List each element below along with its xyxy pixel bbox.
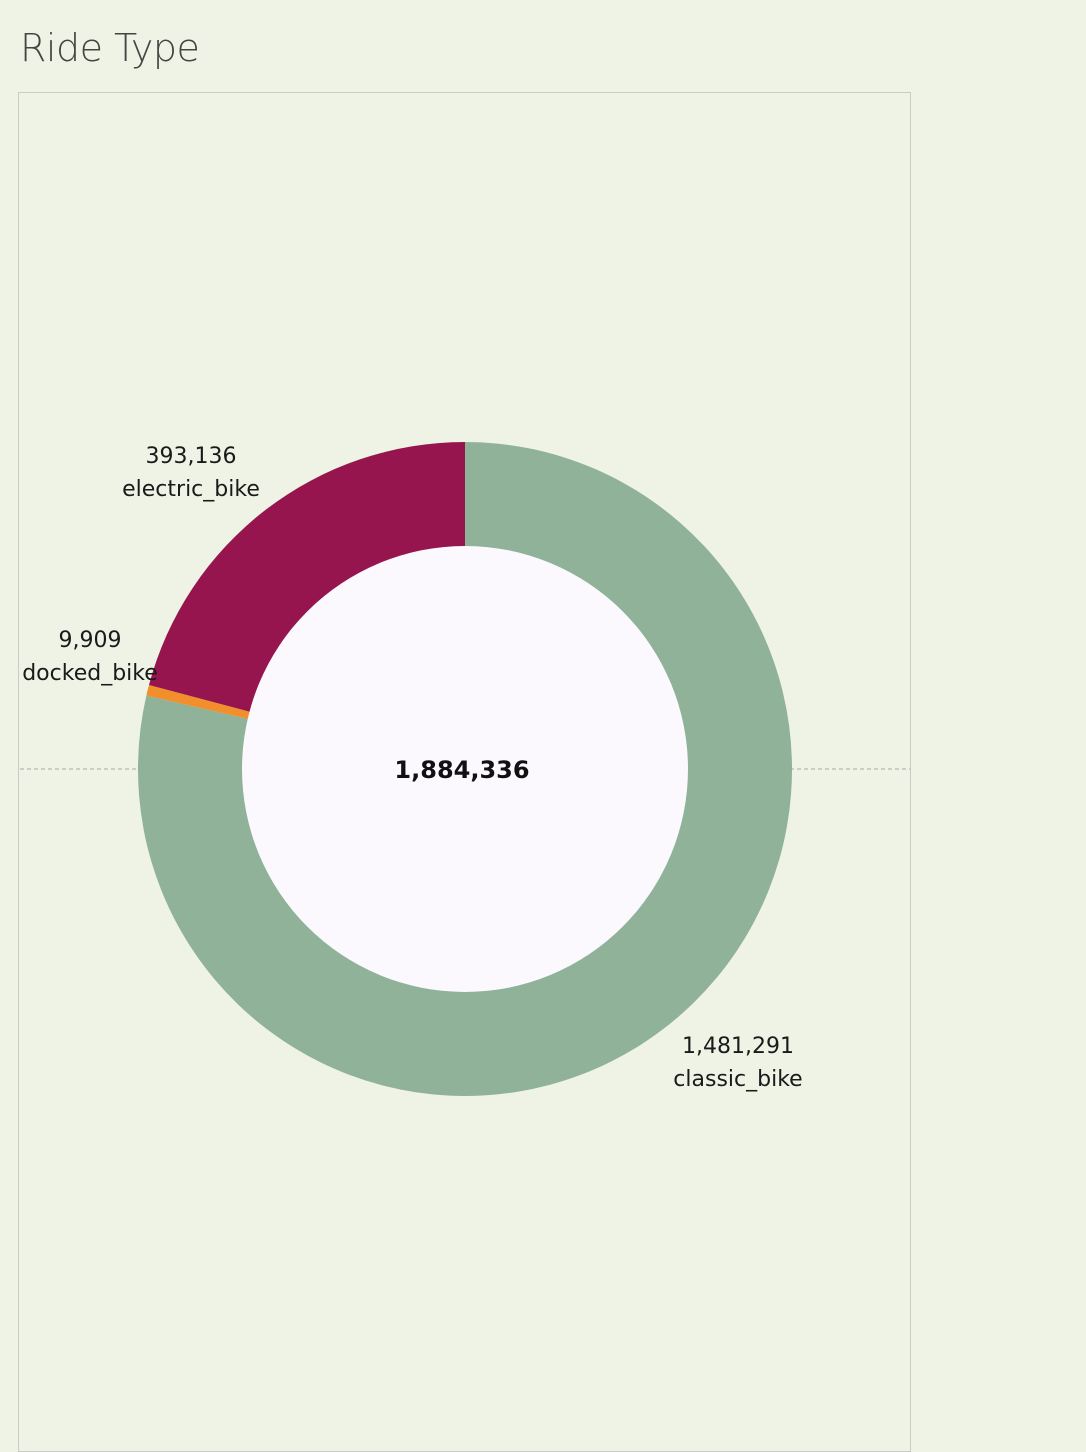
electric-bike-value-label: 393,136	[146, 444, 237, 469]
slice-classic-bike[interactable]	[137, 442, 792, 1096]
classic-bike-name-label: classic_bike	[673, 1067, 802, 1092]
docked-bike-value-label: 9,909	[59, 628, 122, 653]
electric-bike-name-label: electric_bike	[122, 477, 260, 502]
donut-hole	[242, 546, 688, 992]
docked-bike-name-label: docked_bike	[22, 661, 158, 686]
classic-bike-value-label: 1,481,291	[682, 1034, 794, 1059]
page-title: Ride Type	[20, 26, 200, 70]
center-total-label: 1,884,336	[394, 756, 529, 784]
